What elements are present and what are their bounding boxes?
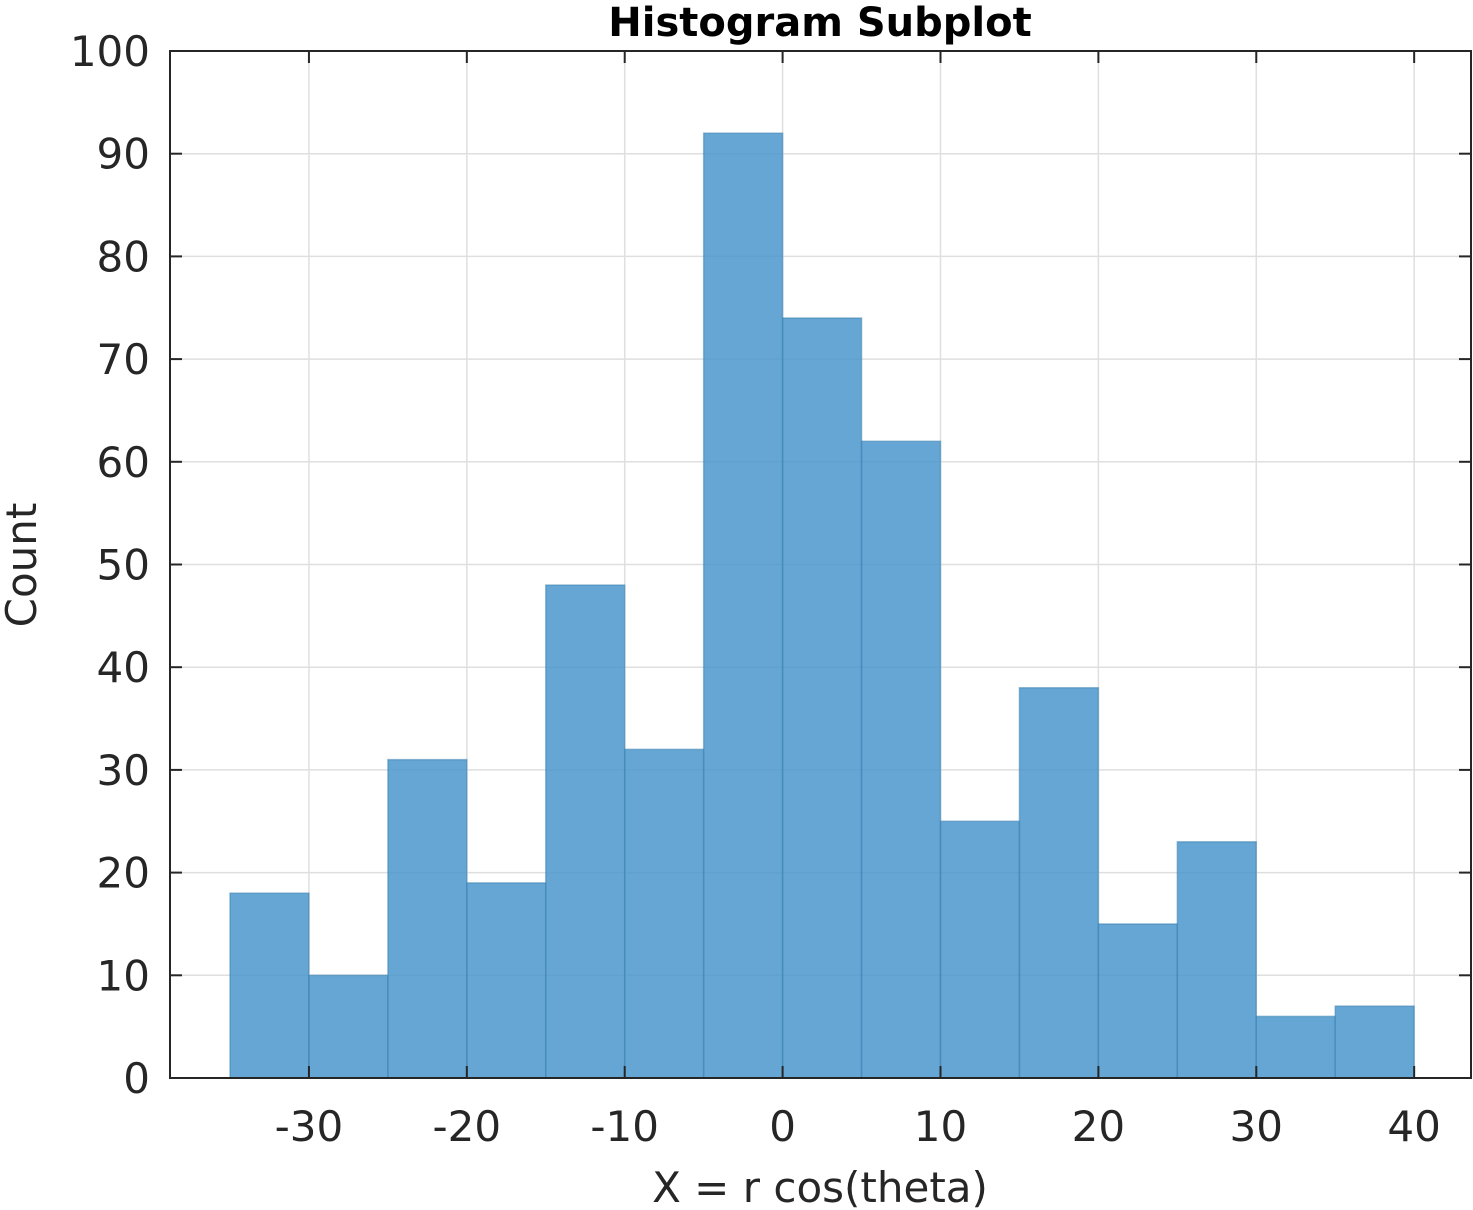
y-tick-labels: 0 10 20 30 40 50 60 70 80 90 100 [70, 27, 150, 1103]
x-tick-label: 20 [1072, 1102, 1125, 1151]
histogram-bar [623, 748, 705, 1079]
x-tick-label: 30 [1230, 1102, 1283, 1151]
histogram-bar [1255, 1015, 1336, 1079]
histogram-bar [1018, 686, 1100, 1079]
axes [169, 50, 1472, 1079]
histogram-bar [545, 584, 626, 1079]
x-tick-label: -10 [590, 1102, 659, 1151]
y-tick-label: 0 [123, 1054, 150, 1103]
y-tick-label: 50 [97, 541, 150, 590]
y-axis-label: Count [0, 503, 46, 628]
histogram-bar [466, 882, 547, 1079]
y-tick-label: 90 [97, 130, 150, 179]
x-tick-label: 0 [769, 1102, 796, 1151]
y-tick-label: 80 [97, 232, 150, 281]
histogram-bar [1097, 923, 1179, 1079]
histogram-bar [1176, 841, 1258, 1079]
chart-title: Histogram Subplot [608, 0, 1031, 46]
histogram-bar [387, 758, 468, 1079]
y-tick-label: 30 [97, 746, 150, 795]
histogram-bar [939, 820, 1021, 1079]
x-tick-labels: -30 -20 -10 0 10 20 30 40 [275, 1102, 1441, 1151]
histogram-bar [229, 892, 310, 1079]
y-tick-label: 20 [97, 849, 150, 898]
histogram-bar [781, 317, 863, 1079]
histogram-bar [1334, 1005, 1415, 1079]
x-tick-label: 40 [1387, 1102, 1440, 1151]
y-tick-label: 10 [97, 951, 150, 1000]
y-tick-label: 40 [97, 643, 150, 692]
y-tick-label: 100 [70, 27, 150, 76]
y-tick-label: 70 [97, 335, 150, 384]
histogram-bar [308, 974, 389, 1079]
histogram-bar [702, 132, 784, 1079]
x-tick-label: 10 [914, 1102, 967, 1151]
x-tick-label: -20 [433, 1102, 502, 1151]
histogram-bar [860, 440, 942, 1079]
x-axis-label: X = r cos(theta) [652, 1163, 988, 1210]
histogram-bars [229, 132, 1415, 1079]
y-tick-label: 60 [97, 438, 150, 487]
x-tick-label: -30 [275, 1102, 344, 1151]
